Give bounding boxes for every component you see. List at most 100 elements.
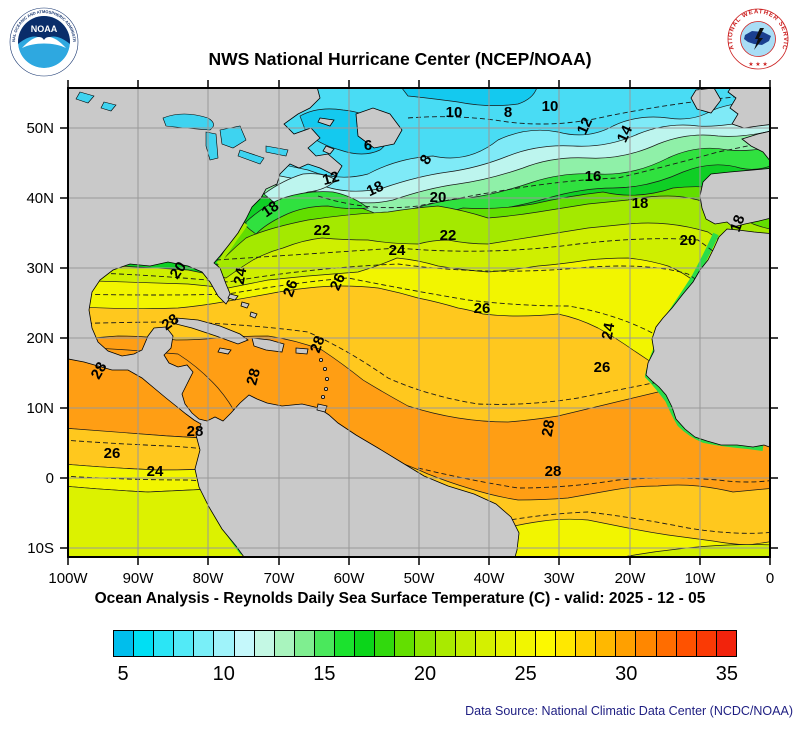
lon-label: 70W — [264, 570, 296, 587]
land-pei — [322, 145, 335, 155]
noaa-logo: NATIONAL OCEANIC AND ATMOSPHERIC ADMINIS… — [9, 7, 79, 77]
lake-canada-2 — [100, 101, 117, 112]
colorbar-cell — [474, 631, 495, 656]
great-lakes — [75, 91, 289, 165]
noaa-logo-label: NOAA — [31, 24, 58, 34]
contour-label: 16 — [585, 168, 602, 185]
noaa-logo-sky — [18, 16, 70, 44]
lake-canada-1 — [75, 91, 95, 104]
gulf-stream-front-green — [245, 191, 369, 235]
colorbar-cell — [213, 631, 234, 656]
colorbar-cell — [233, 631, 254, 656]
land-puerto-rico — [295, 347, 309, 355]
colorbar-cell — [695, 631, 716, 656]
colorbar-cell — [133, 631, 154, 656]
contour-label: 28 — [539, 419, 559, 438]
colorbar-tick-label: 5 — [117, 663, 129, 685]
colorbar-cell — [394, 631, 415, 656]
colorbar-cell — [575, 631, 596, 656]
colorbar-cell — [114, 631, 134, 656]
contour-label: 8 — [504, 104, 512, 121]
contour-label: 18 — [727, 213, 749, 234]
map-caption: Ocean Analysis - Reynolds Daily Sea Surf… — [94, 590, 706, 607]
contour-label: 26 — [104, 445, 121, 462]
lake-huron — [219, 125, 247, 149]
nws-lightning-bolt-icon — [754, 28, 764, 50]
land-antilles-3 — [324, 376, 329, 381]
colorbar-tick-label: 35 — [715, 663, 739, 685]
contour-label: 26 — [594, 359, 611, 376]
colorbar-tick-label: 10 — [212, 663, 235, 685]
colorbar-cell — [374, 631, 395, 656]
land-north-and-south-america — [68, 88, 520, 557]
land-antilles-2 — [322, 366, 327, 371]
colorbar-tick-label: 25 — [514, 663, 537, 685]
colorbar-cell — [615, 631, 636, 656]
colorbar-cell — [293, 631, 314, 656]
land-bahamas — [227, 293, 258, 319]
us-se-coastal-strip — [216, 222, 248, 266]
contour-label: 28 — [243, 367, 264, 388]
lon-label: 40W — [474, 570, 506, 587]
contour-label: 20 — [430, 189, 447, 206]
lake-michigan — [205, 131, 219, 161]
contour-label: 10 — [446, 104, 463, 121]
colorbar-cell — [635, 631, 656, 656]
land-anticosti — [317, 117, 335, 127]
contour-label: 14 — [614, 122, 637, 145]
colorbar-cell — [253, 631, 274, 656]
contour-label: 24 — [599, 321, 619, 341]
colorbar-cell — [675, 631, 696, 656]
noaa-seagull-icon — [22, 36, 66, 48]
contour-label: 18 — [259, 198, 282, 221]
land-ireland — [690, 88, 722, 114]
nws-logo: NATIONAL WEATHER SERVICE ★ ★ ★ — [727, 8, 789, 70]
colorbar-tick-label: 15 — [313, 663, 336, 685]
contour-label: 18 — [364, 178, 386, 200]
lon-label: 80W — [193, 570, 225, 587]
land-antilles-4 — [323, 386, 328, 391]
lon-label: 0 — [766, 570, 774, 587]
colorbar-cell — [414, 631, 435, 656]
lon-label: 90W — [123, 570, 155, 587]
colorbar-cell — [173, 631, 194, 656]
contour-label: 20 — [167, 259, 190, 282]
contour-label: 18 — [632, 195, 649, 212]
colorbar-cell — [153, 631, 174, 656]
contour-label: 24 — [147, 463, 164, 480]
cold-core-labrador — [401, 88, 538, 106]
axis-labels: 100W 90W 80W 70W 60W 50W 40W 30W 20W 10W 0 50N 40N 30… — [26, 120, 774, 587]
lon-label: 60W — [334, 570, 366, 587]
colorbar-cell — [354, 631, 375, 656]
land-jamaica — [217, 347, 232, 355]
contour-label: 24 — [389, 242, 406, 259]
colorbar-cell — [273, 631, 294, 656]
colorbar-cell — [313, 631, 335, 656]
contour-label: 26 — [327, 271, 349, 293]
land-hispaniola — [251, 337, 285, 353]
contour-label: 26 — [280, 278, 302, 299]
land-france — [741, 130, 770, 162]
lon-label: 50W — [404, 570, 436, 587]
lat-label: 0 — [46, 470, 54, 487]
contour-label: 24 — [231, 266, 251, 286]
lat-label: 10S — [27, 540, 54, 557]
colorbar-tick-label: 30 — [615, 663, 638, 685]
colorbar-cell — [434, 631, 455, 656]
colorbar-cell — [555, 631, 576, 656]
lon-label: 100W — [48, 570, 88, 587]
contour-label: 28 — [88, 359, 111, 382]
lat-label: 40N — [26, 190, 54, 207]
grid-lines — [68, 88, 770, 557]
colorbar-cell — [595, 631, 616, 656]
contour-label: 28 — [159, 311, 182, 334]
axis-ticks — [60, 80, 778, 565]
page-title: NWS National Hurricane Center (NCEP/NOAA… — [208, 49, 592, 69]
contour-label: 12 — [574, 115, 596, 137]
lake-erie — [237, 149, 265, 165]
lat-label: 10N — [26, 400, 54, 417]
lon-label: 20W — [615, 570, 647, 587]
contour-label: 22 — [440, 227, 457, 244]
